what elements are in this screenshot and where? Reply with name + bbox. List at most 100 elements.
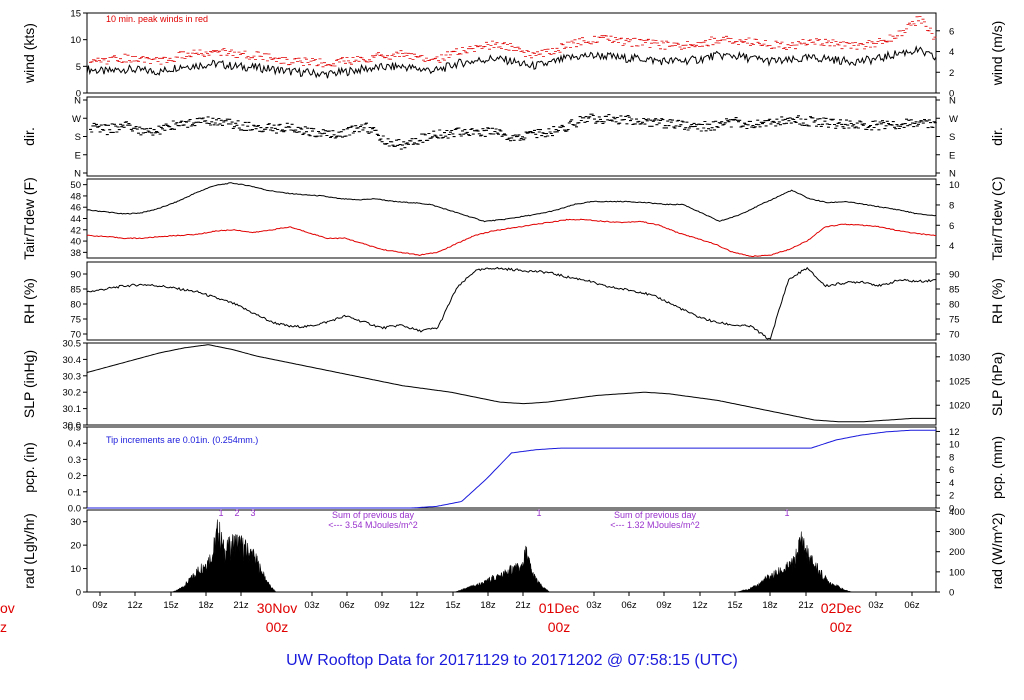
y-tick-label-right: 4 bbox=[949, 241, 954, 252]
radiation-marker: 1 bbox=[784, 508, 789, 518]
chart-footer: UW Rooftop Data for 20171129 to 20171202… bbox=[286, 652, 738, 669]
y-tick-label: 0.4 bbox=[68, 439, 81, 450]
x-tick-label: 12z bbox=[127, 600, 143, 611]
y-tick-label: 30.5 bbox=[63, 339, 82, 350]
y-axis-label-right: pcp. (mm) bbox=[989, 436, 1005, 499]
y-axis-label-right: rad (W/m^2) bbox=[989, 513, 1005, 590]
y-tick-label: 70 bbox=[70, 330, 81, 341]
y-tick-label: 30.2 bbox=[63, 388, 82, 399]
day-label: 01Dec bbox=[539, 600, 579, 616]
y-tick-label: 0 bbox=[76, 89, 81, 100]
y-axis-label-right: RH (%) bbox=[989, 278, 1005, 324]
y-tick-label-right: W bbox=[949, 114, 958, 125]
panel-note: Tip increments are 0.01in. (0.254mm.) bbox=[106, 435, 258, 445]
y-tick-label: 30.0 bbox=[63, 421, 82, 432]
y-tick-label-right: 8 bbox=[949, 452, 954, 463]
y-tick-label-right: N bbox=[949, 169, 956, 180]
y-tick-label: 40 bbox=[70, 237, 81, 248]
radiation-sum-value: <--- 3.54 MJoules/m^2 bbox=[328, 520, 418, 530]
day-hour-label: 00z bbox=[548, 619, 571, 635]
y-tick-label-right: 1030 bbox=[949, 352, 970, 363]
panel-rad: rad (Lgly/hr) rad (W/m^2)0102030010020030… bbox=[21, 507, 1005, 599]
y-tick-label-right: 10 bbox=[949, 440, 960, 451]
y-tick-label: 50 bbox=[70, 180, 81, 191]
series-10-min-peak bbox=[89, 16, 937, 68]
y-tick-label: 20 bbox=[70, 541, 81, 552]
y-tick-label: S bbox=[75, 132, 81, 143]
series-day-2-radiation bbox=[454, 545, 551, 593]
y-tick-label: W bbox=[72, 114, 81, 125]
y-tick-label-right: 2 bbox=[949, 68, 954, 79]
x-tick-label: 03z bbox=[868, 600, 884, 611]
x-tick-label: 12z bbox=[409, 600, 425, 611]
radiation-marker: 2 bbox=[234, 508, 239, 518]
x-tick-label: 15z bbox=[163, 600, 179, 611]
series-wind-direction bbox=[89, 113, 937, 150]
y-tick-label-right: 10 bbox=[949, 180, 960, 191]
y-tick-label-right: 6 bbox=[949, 465, 954, 476]
panel-frame bbox=[86, 261, 937, 341]
x-axis: 09z 12z 15z 18z 21z 03z 06z 09z 12z 15z 18z 21z 03z 0… bbox=[0, 592, 920, 635]
y-tick-label: 90 bbox=[70, 270, 81, 281]
series-RH bbox=[86, 266, 936, 340]
panel-rh: RH (%) RH (%) 70 75 80 85 90 70 75 80 85 90 bbox=[21, 261, 1005, 341]
y-tick-label: 10 bbox=[70, 564, 81, 575]
y-tick-label: 15 bbox=[70, 9, 81, 20]
y-axis-label-left: SLP (inHg) bbox=[21, 350, 37, 418]
panel-slp: SLP (inHg) SLP (hPa) 30.0 30.1 30.2 30.3 30.4 3… bbox=[21, 339, 1005, 432]
radiation-sum-note: Sum of previous day bbox=[614, 510, 697, 520]
x-tick-label: 15z bbox=[727, 600, 743, 611]
series-day-3-radiation bbox=[736, 531, 853, 593]
y-tick-label-right: 400 bbox=[949, 507, 965, 518]
radiation-marker: 1 bbox=[536, 508, 541, 518]
y-tick-label: 44 bbox=[70, 214, 81, 225]
y-tick-label-right: 100 bbox=[949, 567, 965, 578]
y-tick-label: 0.0 bbox=[68, 504, 81, 515]
y-tick-label: 0 bbox=[76, 588, 81, 599]
day-label: 02Dec bbox=[821, 600, 861, 616]
y-tick-label-right: 6 bbox=[949, 221, 954, 232]
x-tick-label: 12z bbox=[692, 600, 708, 611]
y-tick-label-right: 1020 bbox=[949, 401, 970, 412]
radiation-marker: 1 bbox=[218, 508, 223, 518]
y-tick-label-right: 200 bbox=[949, 547, 965, 558]
y-axis-label-left: Tair/Tdew (F) bbox=[21, 177, 37, 259]
y-tick-label-right: 0 bbox=[949, 588, 954, 599]
series-Tdew bbox=[86, 218, 937, 257]
day-hour-label: 00z bbox=[830, 619, 853, 635]
panel-temp: Tair/Tdew (F) Tair/Tdew (C)38404244464850… bbox=[21, 176, 1005, 260]
y-axis-label-right: Tair/Tdew (C) bbox=[989, 176, 1005, 260]
x-tick-label: 03z bbox=[304, 600, 320, 611]
y-tick-label: 38 bbox=[70, 248, 81, 259]
y-tick-label-right: 90 bbox=[949, 270, 960, 281]
y-tick-label-right: 8 bbox=[949, 200, 954, 211]
y-tick-label: 30.1 bbox=[63, 404, 82, 415]
panel-note: 10 min. peak winds in red bbox=[106, 14, 208, 24]
x-tick-label: 06z bbox=[621, 600, 637, 611]
panel-wind: wind (kts) wind (m/s) 0 5 10 15 0 2 4 6 10 min. pe… bbox=[21, 9, 1005, 100]
day-label: 30Nov bbox=[257, 600, 297, 616]
y-axis-label-right: SLP (hPa) bbox=[989, 352, 1005, 416]
y-tick-label-right: S bbox=[949, 132, 955, 143]
y-tick-label-right: 85 bbox=[949, 285, 960, 296]
y-tick-label-right: N bbox=[949, 96, 956, 107]
series-SLP bbox=[86, 344, 936, 423]
x-tick-label: 18z bbox=[198, 600, 214, 611]
y-axis-label-left: dir. bbox=[21, 127, 37, 146]
x-tick-label: 15z bbox=[445, 600, 461, 611]
y-tick-label: E bbox=[75, 150, 81, 161]
radiation-sum-note: Sum of previous day bbox=[332, 510, 415, 520]
y-tick-label: 10 bbox=[70, 35, 81, 46]
x-tick-label: 09z bbox=[374, 600, 390, 611]
y-axis-label-left: RH (%) bbox=[21, 278, 37, 324]
y-tick-label-right: 300 bbox=[949, 527, 965, 538]
x-tick-label: 03z bbox=[586, 600, 602, 611]
y-tick-label: 42 bbox=[70, 225, 81, 236]
y-tick-label: 85 bbox=[70, 285, 81, 296]
y-tick-label-right: 4 bbox=[949, 478, 954, 489]
y-tick-label: 75 bbox=[70, 315, 81, 326]
y-axis-label-right: wind (m/s) bbox=[989, 21, 1005, 87]
